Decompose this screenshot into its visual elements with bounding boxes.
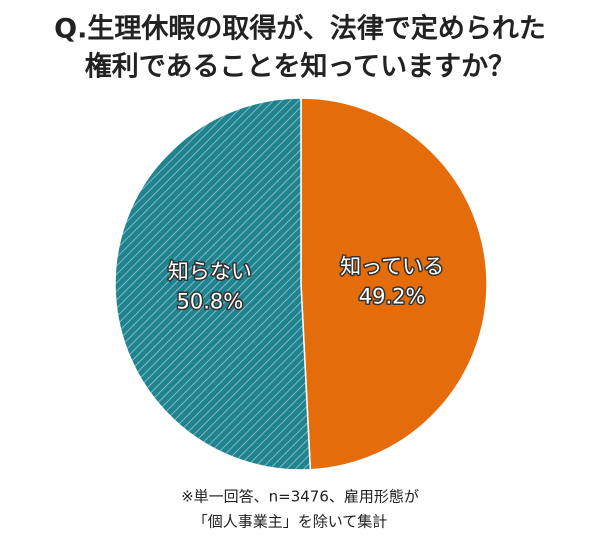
slice-value: 50.8% xyxy=(177,289,244,313)
slice-label: 知らない xyxy=(168,259,252,283)
pie-slice xyxy=(114,97,312,471)
note: ※単一回答、n=3476、雇用形態が xyxy=(181,488,419,506)
slice-value: 49.2% xyxy=(359,285,426,309)
slice-label: 知っている xyxy=(340,255,444,279)
pie-slice xyxy=(300,97,488,471)
chart-title: Q.生理休暇の取得が、法律で定められた xyxy=(54,13,546,45)
note: 「個人事業主」を除いて集計 xyxy=(193,513,388,531)
chart-title: 権利であることを知っていますか？ xyxy=(85,51,515,83)
